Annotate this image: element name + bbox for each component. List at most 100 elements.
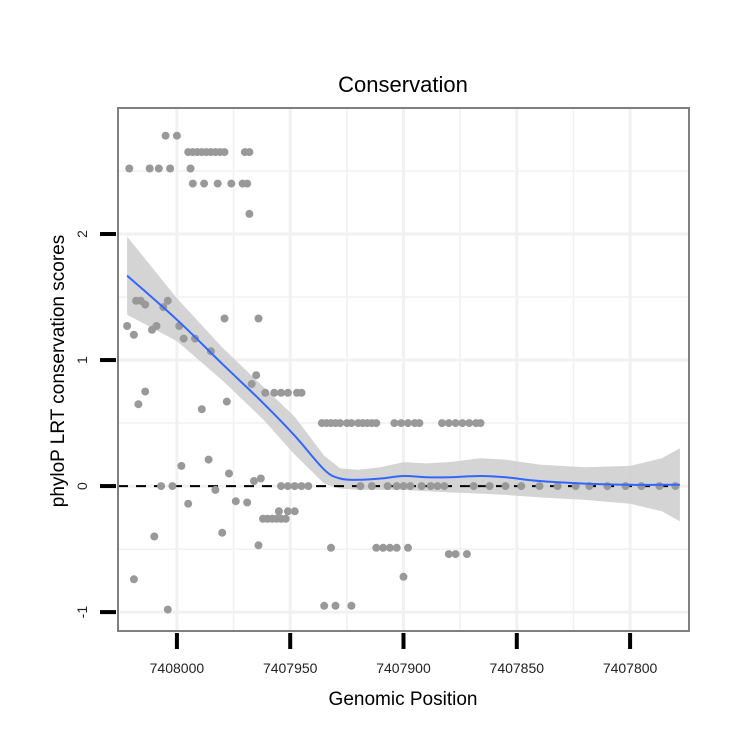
- data-point: [261, 388, 270, 397]
- data-point: [404, 419, 412, 428]
- data-point: [320, 601, 329, 610]
- data-point: [379, 543, 388, 552]
- data-point: [166, 164, 175, 173]
- data-point: [406, 482, 415, 491]
- data-point: [225, 469, 233, 478]
- data-point: [372, 543, 381, 552]
- data-point: [141, 300, 150, 309]
- data-point: [204, 455, 213, 464]
- data-point: [184, 499, 193, 508]
- data-point: [390, 419, 399, 428]
- data-point: [462, 550, 471, 559]
- data-point: [247, 380, 256, 388]
- data-point: [218, 528, 227, 537]
- data-point: [372, 419, 381, 428]
- data-point: [220, 314, 229, 323]
- data-point: [417, 482, 426, 491]
- data-point: [161, 131, 170, 140]
- y-axis: -1 0 1 2: [74, 230, 116, 618]
- data-point: [327, 543, 335, 552]
- x-axis-label: Genomic Position: [329, 689, 478, 710]
- data-point: [211, 485, 220, 494]
- data-point: [277, 482, 286, 491]
- scatter-points: [123, 131, 680, 614]
- data-point: [415, 419, 424, 428]
- plot-panel: [117, 107, 690, 632]
- data-point: [283, 388, 292, 397]
- data-point: [186, 164, 195, 173]
- data-point: [347, 419, 356, 428]
- data-point: [476, 419, 485, 428]
- data-point: [152, 322, 161, 330]
- data-point: [621, 482, 630, 491]
- data-point: [469, 482, 478, 491]
- data-point: [671, 482, 680, 491]
- data-point: [197, 405, 206, 414]
- data-point: [451, 550, 460, 559]
- data-point: [270, 388, 279, 397]
- data-point: [655, 482, 664, 491]
- data-point: [145, 164, 154, 173]
- data-point: [440, 482, 449, 491]
- data-point: [397, 419, 406, 428]
- smooth-fit-line: [126, 274, 680, 486]
- data-point: [154, 164, 163, 173]
- data-point: [179, 334, 188, 343]
- data-point: [129, 330, 138, 339]
- data-point: [535, 482, 544, 491]
- data-point: [367, 482, 376, 491]
- smooth-fit: [126, 274, 680, 486]
- data-point: [134, 400, 143, 409]
- data-point: [177, 461, 186, 470]
- data-point: [220, 148, 229, 157]
- data-point: [200, 179, 209, 188]
- data-point: [129, 575, 138, 584]
- x-tick-label: 7407900: [376, 660, 431, 676]
- data-point: [168, 482, 177, 491]
- grid: [118, 108, 689, 631]
- data-point: [123, 322, 132, 330]
- data-point: [172, 131, 181, 140]
- data-point: [392, 543, 401, 552]
- data-point: [163, 605, 172, 614]
- data-point: [426, 482, 435, 491]
- data-point: [637, 482, 646, 491]
- data-point: [347, 601, 356, 610]
- data-point: [485, 482, 494, 491]
- data-point: [188, 179, 197, 188]
- data-point: [290, 507, 299, 516]
- data-point: [254, 541, 263, 550]
- data-point: [125, 164, 134, 173]
- data-point: [392, 482, 401, 491]
- data-point: [150, 532, 159, 541]
- data-point: [274, 507, 283, 516]
- data-point: [243, 179, 252, 188]
- data-point: [163, 296, 172, 305]
- data-point: [252, 371, 261, 380]
- x-tick-label: 7407950: [263, 660, 318, 676]
- panel-border: [117, 107, 690, 632]
- y-tick-label: -1: [74, 606, 90, 619]
- data-point: [191, 334, 199, 343]
- data-point: [254, 314, 263, 323]
- chart-title: Conservation: [338, 72, 468, 97]
- data-point: [283, 482, 292, 491]
- data-point: [451, 419, 460, 428]
- y-tick-label: 1: [74, 356, 90, 364]
- data-point: [256, 474, 265, 483]
- data-point: [283, 507, 292, 516]
- data-point: [444, 550, 453, 559]
- data-point: [517, 482, 526, 491]
- x-axis: 7408000 7407950 7407900 7407850 7407800: [150, 633, 658, 676]
- data-point: [222, 397, 231, 406]
- data-point: [438, 419, 446, 428]
- data-point: [304, 482, 313, 491]
- data-point: [206, 347, 215, 356]
- data-point: [385, 543, 394, 552]
- data-point: [243, 498, 252, 507]
- data-point: [458, 419, 467, 428]
- data-point: [245, 148, 254, 157]
- data-point: [501, 482, 510, 491]
- x-tick-label: 7408000: [150, 660, 205, 676]
